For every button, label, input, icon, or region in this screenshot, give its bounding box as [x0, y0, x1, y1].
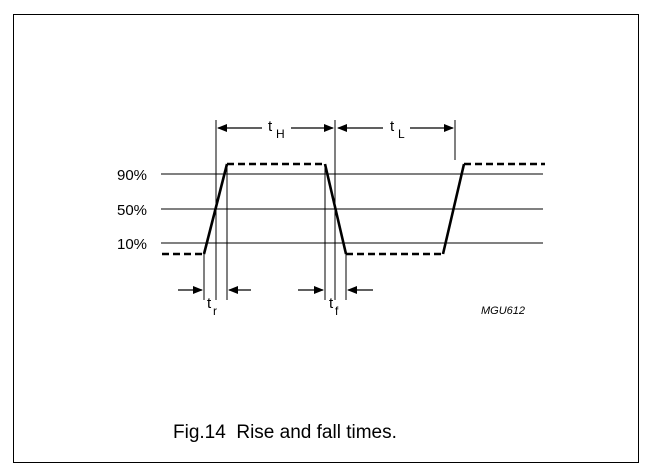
- figure-caption: Fig.14 Rise and fall times.: [173, 422, 397, 443]
- tl-label-t: t: [390, 118, 395, 135]
- figure-frame: [13, 14, 639, 463]
- th-label-t: t: [268, 118, 273, 135]
- tf-label-t: t: [329, 295, 334, 312]
- waveform-rising-edge-2: [441, 163, 466, 255]
- tl-label-sub: L: [398, 127, 405, 141]
- figure-code: MGU612: [481, 305, 525, 317]
- th-label-sub: H: [276, 127, 285, 141]
- tf-label-sub: f: [335, 304, 339, 318]
- level-90-label: 90%: [117, 167, 147, 184]
- level-50-label: 50%: [117, 202, 147, 219]
- tr-label-t: t: [207, 295, 212, 312]
- level-10-label: 10%: [117, 236, 147, 253]
- tr-label-sub: r: [213, 304, 217, 318]
